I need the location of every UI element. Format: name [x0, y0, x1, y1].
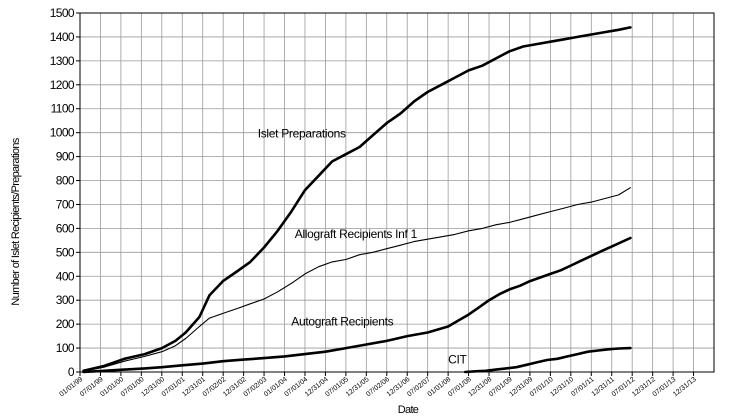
- series-lines: [82, 26, 632, 374]
- y-tick-label: 1000: [50, 126, 75, 140]
- y-tick-label: 1200: [50, 78, 75, 92]
- series-label-1: Allograft Recipients Inf 1: [295, 227, 418, 241]
- x-axis-label: Date: [398, 404, 419, 413]
- y-tick-label: 500: [56, 245, 75, 259]
- y-tick-label: 400: [56, 269, 75, 283]
- series-line-0: [82, 26, 632, 373]
- y-tick-label: 1100: [51, 102, 75, 116]
- series-line-2: [82, 236, 632, 374]
- series-label-2: Autograft Recipients: [291, 314, 393, 328]
- series-label-0: Islet Preparations: [258, 126, 346, 140]
- y-axis-label: Number of Islet Recipients/Preparations: [10, 137, 22, 305]
- y-tick-label: 100: [56, 341, 75, 355]
- y-tick-label: 700: [56, 197, 75, 211]
- x-tick-label: 12/31/13: [672, 376, 698, 398]
- y-tick-label: 300: [56, 293, 75, 307]
- y-tick-label: 800: [56, 174, 75, 188]
- y-tick-label: 0: [68, 365, 75, 379]
- y-tick-label: 200: [56, 317, 75, 331]
- y-tick-label: 1300: [50, 54, 75, 68]
- grid: [80, 12, 714, 373]
- series-line-3: [463, 346, 632, 374]
- series-label-3: CIT: [448, 353, 467, 367]
- plot-area: [79, 12, 715, 373]
- y-tick-label: 900: [56, 150, 75, 164]
- series-labels: Islet Preparations Allograft Recipients I…: [258, 126, 468, 366]
- y-tick-label: 600: [56, 221, 75, 235]
- x-axis-ticks: 01/01/9907/01/9901/01/0007/01/0012/31/00…: [58, 372, 698, 398]
- y-axis-ticks: 0 100 200 300 400 500 600 700 800 900 1000 1100 1200…: [50, 6, 80, 379]
- y-tick-label: 1500: [50, 6, 75, 20]
- y-tick-label: 1400: [50, 30, 75, 44]
- series-line-1: [82, 187, 631, 372]
